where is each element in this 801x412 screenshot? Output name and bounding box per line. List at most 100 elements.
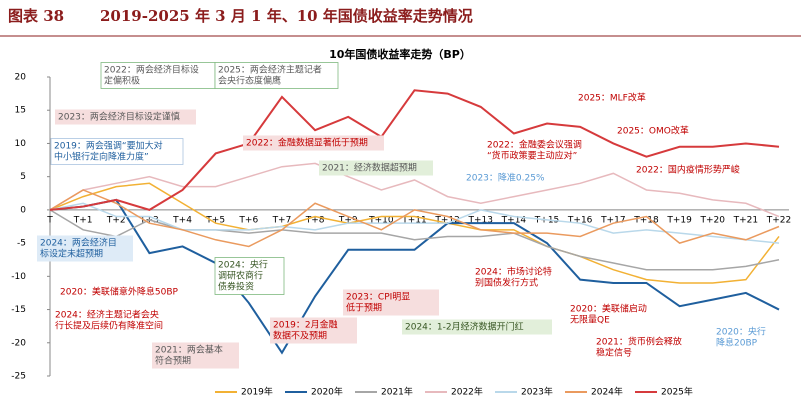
y-tick-label: 5 <box>20 172 26 182</box>
annotation-box <box>484 137 598 164</box>
y-tick-label: 15 <box>15 106 26 116</box>
annotation-box <box>55 109 196 125</box>
legend-label: 2021年 <box>381 386 413 398</box>
legend-label: 2023年 <box>521 386 553 398</box>
annotation-text: 2019：2月金融 <box>273 319 338 331</box>
annotation-text: 2019：两会强调“要加大对 <box>54 140 163 152</box>
x-tick-label: T+12 <box>434 215 460 225</box>
annotation-text: 2024：央行 <box>218 259 268 271</box>
annotation-text: 2024：经济主题记者会央 <box>55 309 159 321</box>
x-tick-label: T+5 <box>205 215 225 225</box>
annotation-text: 稳定信号 <box>596 347 632 359</box>
annotation-text: 债券投资 <box>218 281 254 293</box>
annotation-box <box>37 235 133 262</box>
chart-title: 10年国债收益率走势（BP） <box>329 47 471 61</box>
header-label: 图表 38 <box>8 7 64 25</box>
legend-label: 2022年 <box>451 386 483 398</box>
annotation-text: 2023：降准0.25% <box>466 172 545 184</box>
annotation-box <box>214 257 285 295</box>
annotation: 2023：两会经济目标设定谨慎 <box>55 109 196 125</box>
annotation-box <box>214 62 339 89</box>
x-tick-label: T <box>46 215 53 225</box>
header-title: 2019-2025 年 3 月 1 年、10 年国债收益率走势情况 <box>100 7 473 25</box>
line <box>49 182 780 284</box>
annotation-text: 2021：经济数据超预期 <box>322 162 417 174</box>
annotation-text: 别国债发行方式 <box>475 277 538 289</box>
annotation-text: 低于预期 <box>346 302 382 314</box>
line <box>49 89 780 211</box>
x-tick-label: T+20 <box>699 215 725 225</box>
annotation-text: 2025：OMO改革 <box>617 125 689 137</box>
x-tick-label: T+6 <box>238 215 258 225</box>
y-tick-label: -5 <box>17 239 26 249</box>
legend-label: 2025年 <box>661 386 693 398</box>
legend-label: 2024年 <box>591 386 623 398</box>
annotation-text: 定偏积极 <box>104 75 140 87</box>
line <box>49 198 780 355</box>
legend-label: 2020年 <box>311 386 343 398</box>
x-tick-label: T+21 <box>733 215 759 225</box>
annotation-text: 2023：CPI明显 <box>346 292 410 303</box>
annotation-text: “货币政策要主动应对” <box>487 150 577 162</box>
x-tick-label: T+17 <box>600 215 626 225</box>
x-tick-label: T+13 <box>468 215 494 225</box>
x-tick-label: T+1 <box>73 215 93 225</box>
annotation: 2020：美联储意外降息50BP <box>60 286 179 298</box>
annotation-box <box>243 135 384 151</box>
annotation: 2021：经济数据超预期 <box>319 160 433 176</box>
annotation-text: 2023：两会经济目标设定谨慎 <box>58 111 180 123</box>
y-tick-label: -20 <box>11 338 26 348</box>
x-tick-label: T+2 <box>106 215 126 225</box>
x-tick-label: T+19 <box>666 215 692 225</box>
y-tick-label: -25 <box>11 372 26 382</box>
annotation-text: 2020：美联储启动 <box>570 303 647 315</box>
annotation-text: 2024：1-2月经济数据开门红 <box>405 321 524 333</box>
line <box>49 209 780 271</box>
annotation-text: 2025：MLF改革 <box>578 92 646 104</box>
annotation-text: 中小银行定向降准力度” <box>54 151 149 163</box>
annotation-box <box>270 317 357 344</box>
annotation: 2024：1-2月经济数据开门红 <box>402 319 552 335</box>
annotation-text: 无限量QE <box>570 315 610 326</box>
annotation-text: 2022：金融数据显著低于预期 <box>246 137 368 149</box>
annotation: 2025：MLF改革 <box>578 92 646 104</box>
annotation-text: 2020：央行 <box>716 326 766 338</box>
annotation-text: 2024：两会经济目 <box>40 237 117 249</box>
annotation: 2022：国内疫情形势严峻 <box>636 164 740 176</box>
annotation: 2022：金融数据显著低于预期 <box>243 135 384 151</box>
annotation-text: 2020：美联储意外降息50BP <box>60 286 179 298</box>
x-tick-label: T+9 <box>338 215 358 225</box>
legend-label: 2019年 <box>241 386 273 398</box>
annotation-text: 2024：市场讨论特 <box>475 266 552 278</box>
annotation-text: 2025：两会经济主题记者 <box>218 64 322 76</box>
annotation-text: 符合预期 <box>155 355 191 367</box>
annotation-box <box>319 160 433 176</box>
y-tick-label: 20 <box>15 73 27 83</box>
annotation-box <box>402 319 552 335</box>
annotation-text: 行长提及后续仍有降准空间 <box>55 320 163 332</box>
x-tick-label: T+10 <box>368 215 394 225</box>
line <box>49 189 780 248</box>
x-tick-label: T+4 <box>172 215 192 225</box>
annotation: 2025：OMO改革 <box>617 125 689 137</box>
annotation-text: 2022：金融委会议强调 <box>487 139 582 151</box>
annotation-box <box>50 138 184 165</box>
annotation-text: 数据不及预期 <box>273 330 327 342</box>
annotation-text: 2022：两会经济目标设 <box>104 64 199 76</box>
y-tick-label: -10 <box>11 272 26 282</box>
x-tick-label: T+18 <box>633 215 659 225</box>
annotation-text: 降息20BP <box>716 337 758 349</box>
